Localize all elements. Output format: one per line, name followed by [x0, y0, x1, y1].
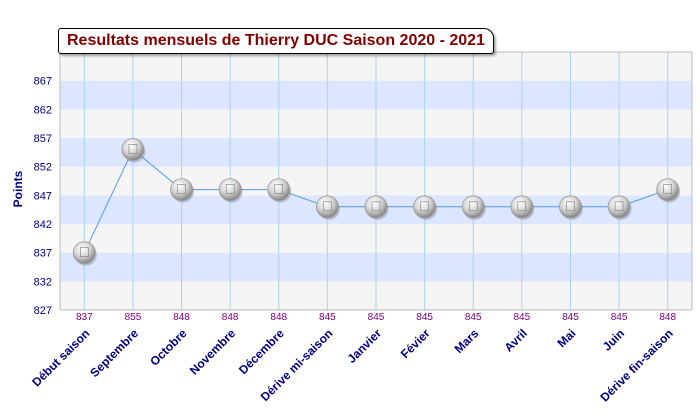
- data-point-emblem: [371, 201, 381, 212]
- data-point-emblem: [566, 201, 575, 212]
- data-markers: [72, 138, 681, 266]
- data-label: 855: [125, 312, 142, 323]
- data-point: [656, 178, 681, 203]
- data-point-emblem: [128, 144, 138, 154]
- data-labels: 837 855 848 848 848 845 845 845 845 845 845 845 848: [76, 312, 677, 323]
- data-point-marker: [121, 138, 145, 161]
- data-point-emblem: [663, 184, 672, 194]
- data-point: [267, 178, 292, 203]
- data-point: [121, 138, 146, 163]
- data-point-emblem: [420, 201, 429, 212]
- y-tick-label: 857: [34, 133, 52, 145]
- y-tick-label: 867: [34, 76, 52, 88]
- data-label: 845: [514, 312, 531, 323]
- data-point: [170, 178, 195, 203]
- data-point-marker: [218, 178, 242, 202]
- data-point-marker: [72, 241, 96, 265]
- data-point-marker: [607, 195, 631, 219]
- x-tick-label: Début saison: [29, 326, 92, 389]
- data-point-marker: [364, 195, 388, 219]
- data-point: [72, 241, 97, 266]
- data-point-emblem: [517, 201, 527, 212]
- data-point-emblem: [468, 201, 478, 212]
- y-axis-label: Points: [6, 160, 25, 220]
- data-point-emblem: [80, 247, 89, 257]
- data-label: 845: [368, 312, 385, 323]
- data-point-marker: [413, 195, 437, 219]
- data-point-marker: [267, 178, 291, 202]
- y-axis-label-text: Points: [11, 170, 25, 208]
- data-label: 845: [416, 312, 433, 323]
- data-point-marker: [559, 195, 582, 219]
- data-point: [607, 195, 632, 220]
- x-tick-label: Septembre: [87, 326, 141, 380]
- y-tick-labels: 827 832 837 842 847 852 857 862 867: [34, 76, 52, 317]
- data-point-emblem: [225, 184, 235, 194]
- y-tick-label: 827: [34, 305, 52, 317]
- data-label: 848: [173, 312, 190, 323]
- x-tick-label: Janvier: [345, 326, 385, 366]
- data-label: 845: [562, 312, 579, 323]
- x-tick-label: Juin: [600, 326, 627, 353]
- data-point: [218, 178, 243, 203]
- data-point-emblem: [274, 184, 284, 194]
- x-tick-label: Avril: [502, 326, 530, 354]
- y-tick-label: 862: [34, 104, 52, 116]
- data-point-emblem: [177, 184, 186, 194]
- data-point: [510, 195, 535, 220]
- x-tick-label: Décembre: [236, 326, 287, 377]
- data-point: [315, 195, 340, 220]
- y-tick-label: 837: [34, 248, 52, 260]
- data-label: 845: [319, 312, 336, 323]
- data-point-marker: [656, 178, 680, 202]
- x-tick-label: Mai: [555, 326, 579, 350]
- data-point-marker: [461, 195, 485, 219]
- data-label: 837: [76, 312, 93, 323]
- data-label: 848: [222, 312, 239, 323]
- data-point-marker: [170, 178, 193, 202]
- x-tick-label: Mars: [452, 326, 482, 356]
- data-point: [461, 195, 486, 220]
- data-point: [364, 195, 389, 220]
- data-label: 845: [611, 312, 628, 323]
- data-point: [559, 195, 583, 220]
- chart-title: Resultats mensuels de Thierry DUC Saison…: [58, 28, 494, 54]
- x-tick-label: Févier: [398, 326, 433, 361]
- data-label: 848: [659, 312, 676, 323]
- y-tick-label: 842: [34, 219, 52, 231]
- data-label: 845: [465, 312, 482, 323]
- x-tick-label: Novembre: [187, 326, 239, 378]
- data-point-marker: [315, 195, 339, 219]
- y-tick-label: 832: [34, 276, 52, 288]
- data-point-emblem: [614, 201, 624, 212]
- y-tick-label: 852: [34, 162, 52, 174]
- data-point-emblem: [323, 201, 332, 212]
- data-label: 848: [270, 312, 287, 323]
- data-point: [413, 195, 438, 220]
- x-tick-label: Octobre: [147, 326, 190, 369]
- data-point-marker: [510, 195, 534, 219]
- y-tick-label: 847: [34, 190, 52, 202]
